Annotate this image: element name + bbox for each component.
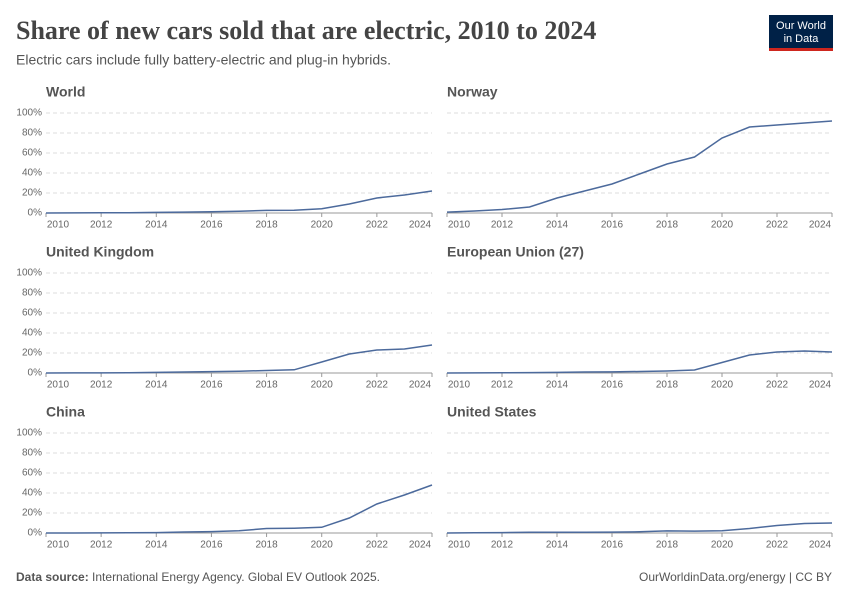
x-tick-label: 2012 xyxy=(491,220,514,231)
x-tick-label: 2020 xyxy=(311,540,334,551)
x-tick-label: 2016 xyxy=(601,540,624,551)
x-tick-label: 2018 xyxy=(656,380,679,391)
x-tick-label: 2020 xyxy=(311,380,334,391)
panel-title: Norway xyxy=(447,84,498,100)
x-tick-label: 2012 xyxy=(90,380,113,391)
x-tick-label: 2022 xyxy=(766,380,789,391)
x-tick-label: 2014 xyxy=(145,380,168,391)
x-tick-label: 2016 xyxy=(200,220,223,231)
y-tick-label: 80% xyxy=(22,128,42,139)
y-tick-label: 60% xyxy=(22,148,42,159)
subtitle: Electric cars include fully battery-elec… xyxy=(16,52,391,68)
logo-bar xyxy=(769,48,833,51)
x-tick-label: 2022 xyxy=(766,220,789,231)
x-tick-label: 2018 xyxy=(255,540,278,551)
y-tick-label: 0% xyxy=(28,528,43,539)
panel-title: European Union (27) xyxy=(447,244,584,260)
x-tick-label: 2014 xyxy=(546,220,569,231)
x-tick-label: 2018 xyxy=(656,540,679,551)
y-tick-label: 0% xyxy=(28,368,43,379)
chart-title: Share of new cars sold that are electric… xyxy=(16,16,596,45)
credit[interactable]: OurWorldinData.org/energy | CC BY xyxy=(639,570,832,584)
y-tick-label: 60% xyxy=(22,468,42,479)
x-tick-label: 2010 xyxy=(448,220,471,231)
x-tick-label: 2010 xyxy=(448,540,471,551)
x-tick-label: 2024 xyxy=(409,380,432,391)
x-tick-label: 2016 xyxy=(200,540,223,551)
logo[interactable]: Our World in Data xyxy=(769,15,833,51)
x-tick-label: 2018 xyxy=(255,380,278,391)
x-tick-label: 2012 xyxy=(90,220,113,231)
panel-title: United States xyxy=(447,404,537,420)
y-tick-label: 80% xyxy=(22,288,42,299)
x-tick-label: 2022 xyxy=(766,540,789,551)
y-tick-label: 100% xyxy=(16,108,42,119)
x-tick-label: 2014 xyxy=(546,380,569,391)
y-tick-label: 20% xyxy=(22,508,42,519)
x-tick-label: 2024 xyxy=(809,540,832,551)
x-tick-label: 2022 xyxy=(366,540,389,551)
x-tick-label: 2018 xyxy=(255,220,278,231)
data-line xyxy=(446,350,833,374)
data-line xyxy=(46,484,433,534)
x-tick-label: 2012 xyxy=(491,380,514,391)
x-tick-label: 2020 xyxy=(711,540,734,551)
x-tick-label: 2016 xyxy=(601,220,624,231)
x-tick-label: 2016 xyxy=(601,380,624,391)
x-tick-label: 2016 xyxy=(200,380,223,391)
x-tick-label: 2012 xyxy=(90,540,113,551)
source: Data source: International Energy Agency… xyxy=(16,570,380,584)
x-tick-label: 2022 xyxy=(366,380,389,391)
x-tick-label: 2020 xyxy=(311,220,334,231)
data-line xyxy=(446,522,833,534)
panel-title: World xyxy=(46,84,85,100)
x-tick-label: 2014 xyxy=(145,540,168,551)
x-tick-label: 2024 xyxy=(409,220,432,231)
x-tick-label: 2022 xyxy=(366,220,389,231)
data-line xyxy=(45,344,433,374)
x-tick-label: 2024 xyxy=(409,540,432,551)
data-line xyxy=(446,120,833,213)
source-label: Data source: xyxy=(16,570,89,584)
y-tick-label: 100% xyxy=(16,428,42,439)
x-tick-label: 2014 xyxy=(546,540,569,551)
x-tick-label: 2010 xyxy=(448,380,471,391)
logo-box xyxy=(769,15,833,51)
x-tick-label: 2010 xyxy=(47,380,70,391)
source-text: International Energy Agency. Global EV O… xyxy=(92,570,380,584)
panel-title: United Kingdom xyxy=(46,244,154,260)
y-tick-label: 40% xyxy=(22,328,42,339)
x-tick-label: 2024 xyxy=(809,380,832,391)
y-tick-label: 100% xyxy=(16,268,42,279)
y-tick-label: 0% xyxy=(28,208,43,219)
x-tick-label: 2014 xyxy=(145,220,168,231)
y-tick-label: 60% xyxy=(22,308,42,319)
x-tick-label: 2010 xyxy=(47,540,70,551)
x-tick-label: 2024 xyxy=(809,220,832,231)
y-tick-label: 20% xyxy=(22,188,42,199)
x-tick-label: 2020 xyxy=(711,220,734,231)
x-tick-label: 2018 xyxy=(656,220,679,231)
x-tick-label: 2020 xyxy=(711,380,734,391)
x-tick-label: 2012 xyxy=(491,540,514,551)
x-tick-label: 2010 xyxy=(47,220,70,231)
y-tick-label: 80% xyxy=(22,448,42,459)
logo-text: Our World xyxy=(776,20,826,32)
logo-text: in Data xyxy=(784,33,820,45)
data-line xyxy=(45,190,433,214)
y-tick-label: 40% xyxy=(22,168,42,179)
y-tick-label: 20% xyxy=(22,348,42,359)
y-tick-label: 40% xyxy=(22,488,42,499)
panel-title: China xyxy=(46,404,85,420)
